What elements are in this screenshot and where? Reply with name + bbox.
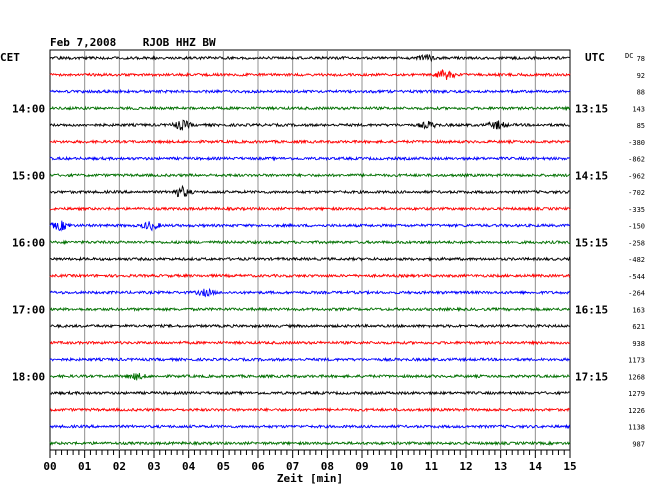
dc-offset-label: -962 <box>628 172 645 180</box>
dc-offset-label: 163 <box>632 306 645 314</box>
trace-14 <box>49 287 570 298</box>
trace-7 <box>49 172 571 179</box>
trace-12 <box>49 256 571 262</box>
grid <box>49 49 571 451</box>
dc-offset-label: -264 <box>628 290 645 298</box>
trace-3 <box>49 105 571 112</box>
dc-offset-label: -258 <box>628 239 645 247</box>
right-time-label: 16:15 <box>575 303 608 316</box>
dc-offset-label: 987 <box>632 440 645 448</box>
x-tick-label: 08 <box>321 460 334 473</box>
x-tick-label: 15 <box>563 460 576 473</box>
dc-offset-label: 143 <box>632 105 645 113</box>
x-tick-label: 02 <box>113 460 126 473</box>
trace-8 <box>49 184 571 198</box>
dc-offset-label: -544 <box>628 273 645 281</box>
x-tick-label: 10 <box>390 460 403 473</box>
chart-title: Feb 7,2008 RJOB HHZ BW <box>50 36 216 49</box>
trace-17 <box>49 339 571 346</box>
trace-18 <box>49 356 571 363</box>
x-tick-label: 11 <box>425 460 439 473</box>
trace-9 <box>49 206 571 212</box>
trace-13 <box>49 273 571 279</box>
left-time-label: 17:00 <box>12 303 45 316</box>
x-tick-label: 06 <box>251 460 265 473</box>
trace-22 <box>49 423 571 430</box>
trace-4 <box>49 119 571 131</box>
x-axis: 00 01 02 03 04 05 06 07 08 09 10 11 12 13 14 15 <box>43 450 577 473</box>
trace-20 <box>49 390 571 396</box>
trace-1 <box>49 68 571 80</box>
dc-offset-label: -702 <box>628 189 645 197</box>
dc-offset-label: 1268 <box>628 373 645 381</box>
trace-2 <box>49 88 571 95</box>
dc-offset-label: -482 <box>628 256 645 264</box>
dc-offset-label: -150 <box>628 223 645 231</box>
trace-11 <box>49 239 571 246</box>
trace-6 <box>49 155 571 162</box>
right-time-label: 13:15 <box>575 102 608 115</box>
trace-15 <box>49 306 571 313</box>
right-time-label: 17:15 <box>575 370 608 383</box>
trace-16 <box>49 323 571 329</box>
left-time-label: 18:00 <box>12 370 45 383</box>
dc-offset-label: 1226 <box>628 407 645 415</box>
dc-offset-label: 1138 <box>628 424 645 432</box>
trace-21 <box>49 407 571 413</box>
dc-offset-label: -380 <box>628 139 645 147</box>
x-tick-label: 03 <box>147 460 160 473</box>
x-tick-label: 12 <box>459 460 472 473</box>
dc-offset-label: 85 <box>637 122 645 130</box>
dc-offset-label: 938 <box>632 340 645 348</box>
x-tick-label: 00 <box>43 460 56 473</box>
dc-offset-label: 88 <box>637 89 645 97</box>
right-time-label: 15:15 <box>575 236 608 249</box>
x-tick-label: 07 <box>286 460 299 473</box>
left-time-label: 14:00 <box>12 102 45 115</box>
dc-label: DC <box>625 52 633 60</box>
x-tick-label: 04 <box>182 460 196 473</box>
dc-offset-label: -862 <box>628 156 645 164</box>
left-time-label: 16:00 <box>12 236 45 249</box>
trace-group <box>49 53 571 447</box>
x-tick-label: 05 <box>217 460 230 473</box>
trace-0 <box>49 53 571 63</box>
dc-offset-label: 621 <box>632 323 645 331</box>
x-tick-label: 14 <box>529 460 543 473</box>
left-timezone-label: CET <box>0 51 20 64</box>
dc-offset-label: 1279 <box>628 390 645 398</box>
x-tick-label: 01 <box>78 460 92 473</box>
dc-offset-label: -335 <box>628 206 645 214</box>
dc-offset-label: 78 <box>637 55 645 63</box>
trace-19 <box>49 372 571 381</box>
x-axis-label: Zeit [min] <box>277 472 343 485</box>
right-timezone-label: UTC <box>585 51 605 64</box>
x-tick-label: 13 <box>494 460 507 473</box>
dc-offset-label: 92 <box>637 72 645 80</box>
x-tick-label: 09 <box>355 460 368 473</box>
right-time-label: 14:15 <box>575 169 608 182</box>
dc-offset-label: 1173 <box>628 357 645 365</box>
trace-5 <box>49 138 571 145</box>
trace-10 <box>49 220 571 232</box>
trace-23 <box>49 440 571 447</box>
plot-frame <box>49 49 571 451</box>
left-time-label: 15:00 <box>12 169 45 182</box>
labels: Feb 7,2008 RJOB HHZ BW CET UTC DC Zeit [… <box>0 36 645 485</box>
